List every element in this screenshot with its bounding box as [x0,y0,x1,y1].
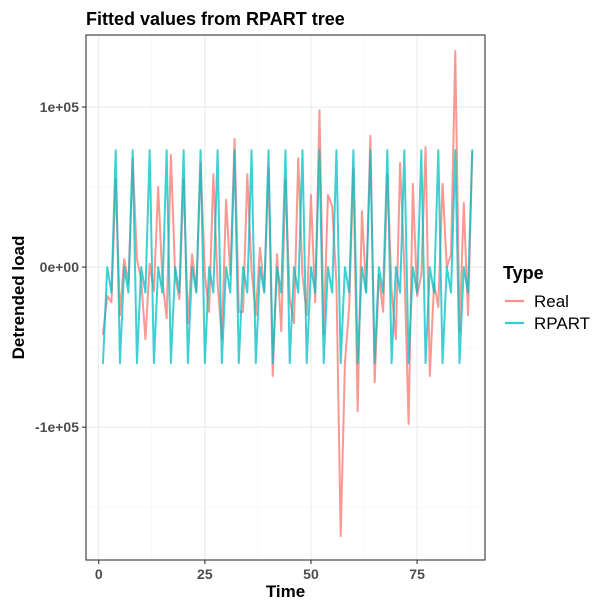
chart-title: Fitted values from RPART tree [86,9,345,29]
legend-label-real: Real [534,292,569,311]
x-tick-label: 75 [409,566,425,582]
x-tick-label: 50 [303,566,319,582]
y-axis-title: Detrended load [9,236,28,360]
x-tick-label: 0 [95,566,103,582]
plot-panel [85,34,486,561]
legend: Type Real RPART [503,263,590,333]
y-tick-label: -1e+05 [35,419,79,435]
legend-title: Type [503,263,544,283]
series-line-rpart [101,149,474,365]
series-layer [101,50,474,537]
y-tick-label: 0e+00 [40,259,80,275]
y-tick-label: 1e+05 [40,99,80,115]
x-tick-label: 25 [197,566,213,582]
axes: 0 25 50 75 -1e+05 0e+00 1e+05 [35,99,425,582]
x-axis-title: Time [266,582,305,601]
legend-label-rpart: RPART [534,314,590,333]
